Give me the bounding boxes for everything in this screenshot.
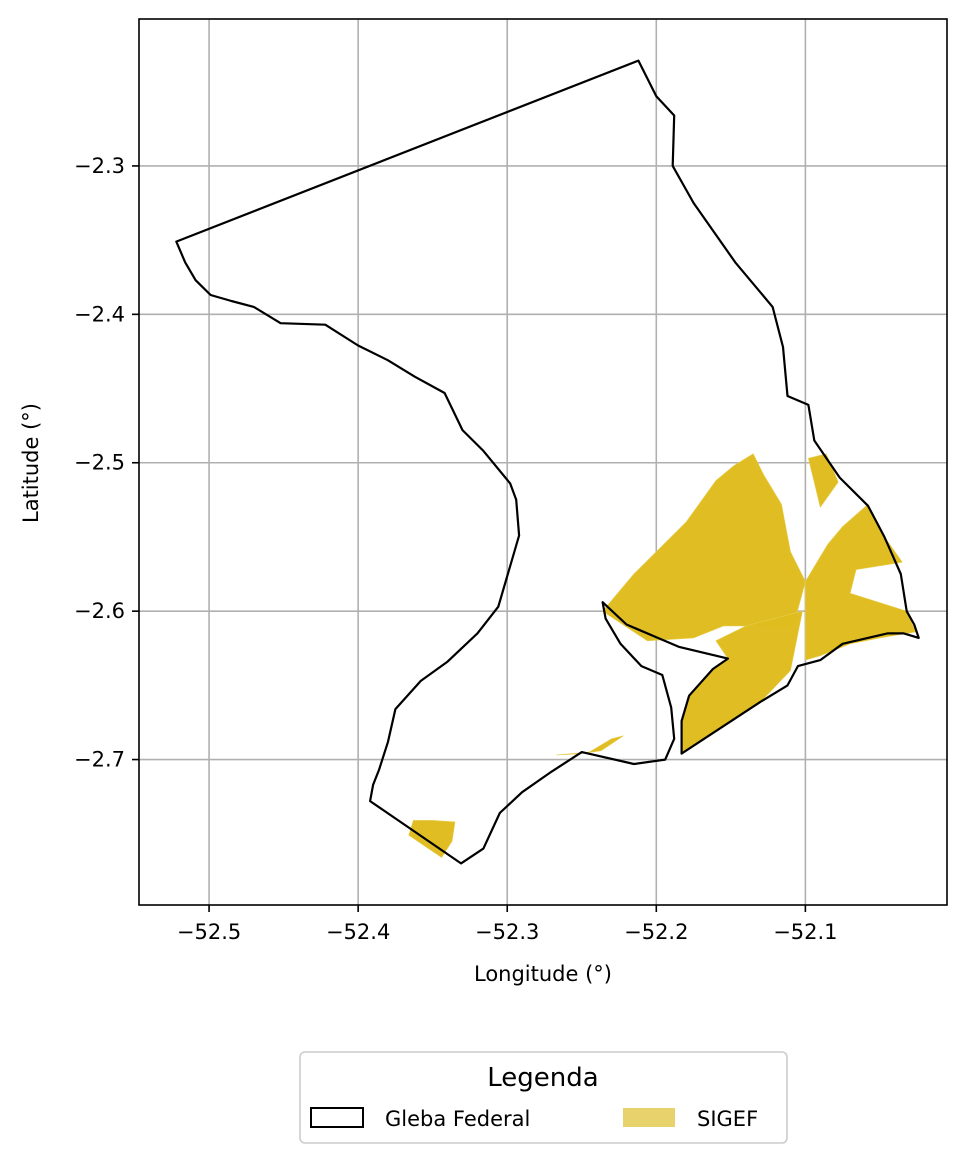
y-tick-label: −2.3 — [74, 154, 125, 178]
legend-swatch-gleba — [310, 1107, 364, 1128]
sigef-parcel — [408, 820, 456, 858]
y-tick-label: −2.5 — [74, 451, 125, 475]
x-axis-ticks: −52.5 −52.4 −52.3 −52.2 −52.1 — [177, 905, 838, 944]
x-tick-label: −52.3 — [475, 920, 539, 944]
legend-label-sigef: SIGEF — [697, 1107, 758, 1131]
sigef-parcel — [556, 735, 624, 756]
sigef-parcels-layer — [408, 453, 917, 858]
x-tick-label: −52.4 — [326, 920, 390, 944]
legend-title: Legenda — [487, 1063, 598, 1093]
x-tick-label: −52.2 — [624, 920, 688, 944]
gleba-federal-layer — [175, 59, 920, 865]
y-axis-ticks: −2.3 −2.4 −2.5 −2.6 −2.7 — [74, 154, 139, 772]
sigef-parcel — [602, 453, 806, 642]
legend: Legenda Gleba Federal SIGEF — [299, 1051, 788, 1144]
sigef-parcel — [808, 453, 839, 509]
y-tick-label: −2.4 — [74, 302, 125, 326]
y-tick-label: −2.6 — [74, 599, 125, 623]
gridlines — [139, 19, 947, 905]
gleba-federal-outline — [175, 59, 920, 865]
y-tick-label: −2.7 — [74, 748, 125, 772]
legend-label-gleba: Gleba Federal — [385, 1107, 530, 1131]
y-axis-label: Latitude (°) — [19, 403, 43, 523]
plot-area — [138, 18, 948, 906]
x-axis-label: Longitude (°) — [474, 962, 612, 986]
x-tick-label: −52.5 — [177, 920, 241, 944]
legend-swatch-sigef — [623, 1108, 675, 1127]
x-tick-label: −52.1 — [773, 920, 837, 944]
